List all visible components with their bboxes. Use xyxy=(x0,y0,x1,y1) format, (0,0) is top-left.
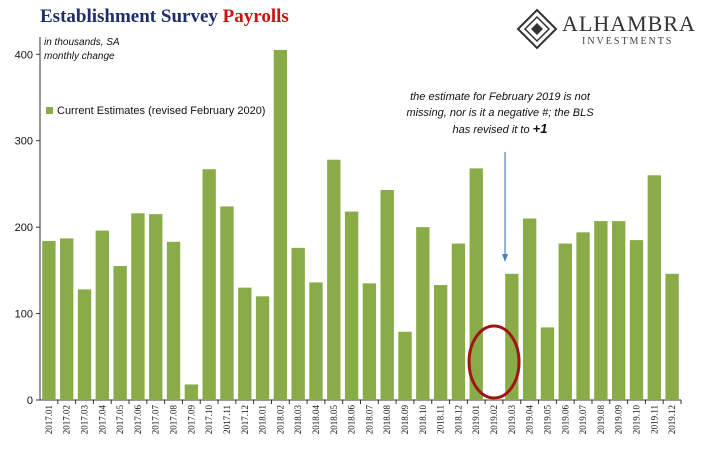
bar xyxy=(238,287,252,400)
x-tick-label: 2019.02 xyxy=(489,405,499,434)
arrow-head-icon xyxy=(502,254,509,262)
annotation-note: the estimate for February 2019 is not mi… xyxy=(400,89,600,138)
x-tick-label: 2017.11 xyxy=(222,405,232,434)
x-tick-label: 2019.10 xyxy=(631,405,641,435)
x-tick-label: 2019.01 xyxy=(471,405,481,434)
bar xyxy=(273,49,288,400)
bar xyxy=(309,282,323,400)
bar xyxy=(42,240,56,400)
x-tick-label: 2019.05 xyxy=(542,405,552,435)
x-tick-label: 2017.03 xyxy=(80,405,90,435)
bar xyxy=(95,230,109,400)
legend-label: Current Estimates (revised February 2020… xyxy=(57,105,266,117)
bar xyxy=(220,206,234,400)
annotation-value: +1 xyxy=(532,121,548,136)
bar xyxy=(522,218,537,400)
x-tick-label: 2017.10 xyxy=(204,405,214,435)
bar xyxy=(184,384,199,400)
x-tick-label: 2019.04 xyxy=(525,405,535,435)
legend-swatch xyxy=(46,107,53,114)
title-part-1: Establishment Survey xyxy=(40,6,218,27)
y-tick-label: 300 xyxy=(15,136,33,148)
bar xyxy=(149,214,163,400)
x-tick-label: 2018.06 xyxy=(347,405,357,435)
bar xyxy=(612,221,626,400)
annotation-text: the estimate for February 2019 is not mi… xyxy=(406,91,594,136)
x-tick-label: 2018.08 xyxy=(382,405,392,435)
bar xyxy=(647,175,661,400)
bar xyxy=(576,232,590,400)
x-tick-label: 2018.04 xyxy=(311,405,321,435)
x-tick-label: 2018.11 xyxy=(436,405,446,434)
bar xyxy=(629,240,644,400)
title-part-2: Payrolls xyxy=(222,6,289,27)
x-tick-label: 2019.08 xyxy=(596,405,606,435)
x-tick-label: 2019.09 xyxy=(614,405,624,435)
x-tick-label: 2017.02 xyxy=(62,405,72,434)
y-tick-label: 0 xyxy=(27,395,33,407)
bar xyxy=(469,168,483,400)
bar xyxy=(558,243,572,400)
x-tick-label: 2017.06 xyxy=(133,405,143,435)
bar xyxy=(327,159,341,400)
bar xyxy=(60,238,74,400)
units-line-1: in thousands, SA xyxy=(44,37,120,48)
bar xyxy=(416,227,430,400)
diamond-logo-icon xyxy=(516,8,558,50)
x-tick-label: 2017.09 xyxy=(186,405,196,435)
bar xyxy=(380,189,394,400)
y-tick-label: 400 xyxy=(15,49,33,61)
brand-name: ALHAMBRA xyxy=(562,11,696,36)
bar xyxy=(665,273,679,400)
bar xyxy=(362,283,377,400)
brand-logo: ALHAMBRA INVESTMENTS xyxy=(516,8,696,50)
x-tick-label: 2018.01 xyxy=(258,405,268,434)
x-tick-label: 2018.07 xyxy=(364,405,374,435)
y-tick-label: 200 xyxy=(15,222,33,234)
bar xyxy=(202,169,216,400)
x-tick-label: 2018.03 xyxy=(293,405,303,435)
units-note: in thousands, SA monthly change xyxy=(44,36,120,64)
x-tick-label: 2019.03 xyxy=(507,405,517,435)
chart-title: Establishment Survey Payrolls xyxy=(40,6,289,28)
bar xyxy=(77,289,92,400)
x-tick-label: 2017.07 xyxy=(151,405,161,435)
bar xyxy=(540,327,555,400)
x-tick-label: 2017.04 xyxy=(97,405,107,435)
bar xyxy=(451,243,466,400)
bar xyxy=(487,399,501,400)
x-tick-label: 2018.05 xyxy=(329,405,339,435)
bar xyxy=(291,247,305,400)
x-tick-label: 2019.06 xyxy=(560,405,570,435)
x-tick-label: 2018.09 xyxy=(400,405,410,435)
bar xyxy=(433,285,448,400)
units-line-2: monthly change xyxy=(44,51,115,62)
bar xyxy=(113,266,127,400)
bar xyxy=(166,241,181,400)
brand-subtitle: INVESTMENTS xyxy=(582,36,674,47)
bar xyxy=(344,211,359,400)
x-tick-label: 2019.11 xyxy=(649,405,659,434)
x-tick-label: 2018.02 xyxy=(275,405,285,434)
x-tick-label: 2017.12 xyxy=(240,405,250,434)
x-tick-label: 2017.05 xyxy=(115,405,125,435)
x-tick-label: 2019.07 xyxy=(578,405,588,435)
x-tick-label: 2018.12 xyxy=(453,405,463,434)
chart-legend: Current Estimates (revised February 2020… xyxy=(46,105,265,117)
bar xyxy=(255,296,270,400)
y-tick-label: 100 xyxy=(15,309,33,321)
x-tick-label: 2018.10 xyxy=(418,405,428,435)
bar xyxy=(398,331,412,400)
x-tick-label: 2017.08 xyxy=(169,405,179,435)
bar xyxy=(131,213,145,400)
highlight-circle xyxy=(467,324,521,400)
x-tick-label: 2019.12 xyxy=(667,405,677,434)
x-tick-label: 2017.01 xyxy=(44,405,54,434)
bar xyxy=(594,221,608,400)
